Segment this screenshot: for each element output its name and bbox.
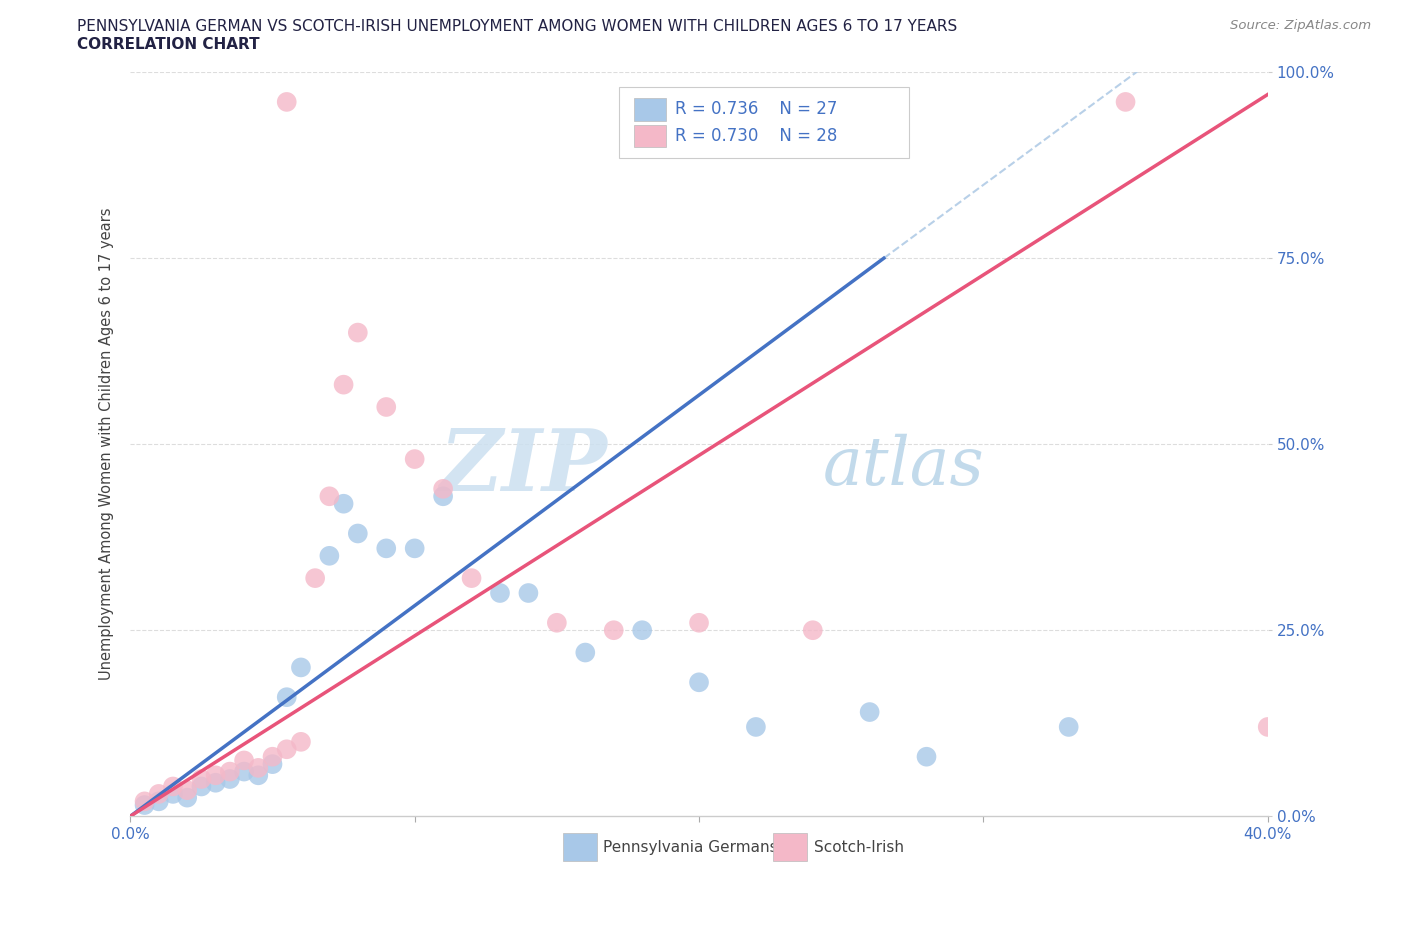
Point bbox=[432, 482, 454, 497]
Point bbox=[262, 757, 284, 772]
FancyBboxPatch shape bbox=[620, 87, 910, 158]
Point bbox=[1257, 720, 1279, 735]
Text: Scotch-Irish: Scotch-Irish bbox=[814, 840, 904, 855]
Point bbox=[318, 489, 340, 504]
Point bbox=[404, 452, 426, 467]
Point bbox=[631, 623, 654, 638]
Point bbox=[148, 794, 170, 809]
Point bbox=[318, 549, 340, 564]
Point bbox=[233, 753, 256, 768]
Point bbox=[247, 768, 270, 783]
Point bbox=[190, 772, 212, 787]
Point bbox=[204, 776, 226, 790]
Point bbox=[546, 616, 568, 631]
Point bbox=[204, 768, 226, 783]
Text: atlas: atlas bbox=[823, 434, 984, 499]
Point bbox=[375, 400, 398, 415]
Point bbox=[346, 526, 368, 541]
Point bbox=[688, 675, 710, 690]
Text: PENNSYLVANIA GERMAN VS SCOTCH-IRISH UNEMPLOYMENT AMONG WOMEN WITH CHILDREN AGES : PENNSYLVANIA GERMAN VS SCOTCH-IRISH UNEM… bbox=[77, 19, 957, 33]
Point bbox=[375, 541, 398, 556]
Point bbox=[745, 720, 768, 735]
Text: R = 0.730    N = 28: R = 0.730 N = 28 bbox=[675, 127, 838, 145]
Point bbox=[218, 764, 240, 779]
Point bbox=[276, 742, 298, 757]
Point bbox=[332, 497, 354, 512]
Point bbox=[801, 623, 824, 638]
Text: Pennsylvania Germans: Pennsylvania Germans bbox=[603, 840, 778, 855]
Text: ZIP: ZIP bbox=[440, 425, 607, 509]
Y-axis label: Unemployment Among Women with Children Ages 6 to 17 years: Unemployment Among Women with Children A… bbox=[100, 208, 114, 681]
Point bbox=[148, 787, 170, 802]
Point bbox=[276, 690, 298, 705]
Point bbox=[134, 794, 156, 809]
Point bbox=[460, 571, 482, 586]
Point bbox=[489, 586, 512, 601]
Point bbox=[218, 772, 240, 787]
Text: Source: ZipAtlas.com: Source: ZipAtlas.com bbox=[1230, 19, 1371, 32]
Point bbox=[745, 95, 768, 110]
Point bbox=[517, 586, 540, 601]
Point bbox=[1057, 720, 1080, 735]
Point bbox=[346, 326, 368, 340]
Point bbox=[162, 779, 184, 794]
Point bbox=[304, 571, 326, 586]
Point bbox=[290, 660, 312, 675]
Point bbox=[134, 798, 156, 813]
Point bbox=[915, 750, 938, 764]
Point bbox=[276, 95, 298, 110]
Point bbox=[603, 623, 626, 638]
Point bbox=[176, 783, 198, 798]
FancyBboxPatch shape bbox=[634, 125, 666, 147]
Point bbox=[432, 489, 454, 504]
Point bbox=[688, 616, 710, 631]
Point bbox=[404, 541, 426, 556]
Point bbox=[176, 790, 198, 805]
Point bbox=[247, 761, 270, 776]
Text: R = 0.736    N = 27: R = 0.736 N = 27 bbox=[675, 100, 838, 118]
FancyBboxPatch shape bbox=[773, 832, 807, 861]
Point bbox=[262, 750, 284, 764]
Point bbox=[190, 779, 212, 794]
Point bbox=[859, 705, 882, 720]
Point bbox=[162, 787, 184, 802]
Point bbox=[290, 735, 312, 750]
Text: CORRELATION CHART: CORRELATION CHART bbox=[77, 37, 260, 52]
Point bbox=[332, 378, 354, 392]
Point bbox=[574, 645, 596, 660]
FancyBboxPatch shape bbox=[562, 832, 596, 861]
FancyBboxPatch shape bbox=[634, 99, 666, 121]
Point bbox=[1115, 95, 1137, 110]
Point bbox=[233, 764, 256, 779]
